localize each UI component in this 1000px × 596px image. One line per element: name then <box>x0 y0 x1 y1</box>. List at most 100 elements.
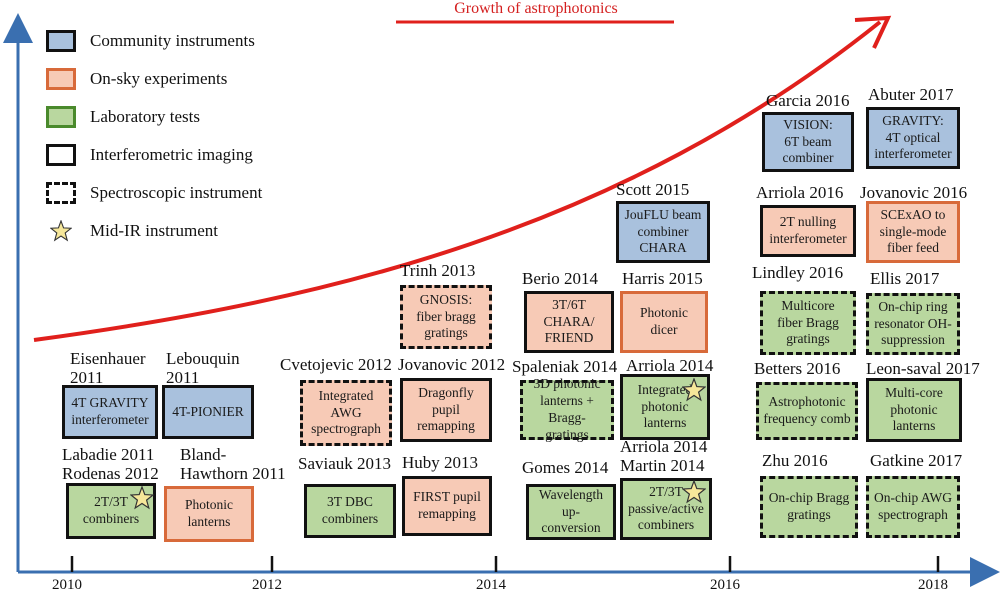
box-line: 3T DBC <box>327 494 373 510</box>
entry-box-saviauk: 3T DBC combiners <box>304 484 396 538</box>
box-line: gratings <box>786 331 830 347</box>
legend-label: Mid-IR instrument <box>90 221 218 240</box>
author-lebouquin: Lebouquin 2011 <box>166 349 240 387</box>
author-garcia: Garcia 2016 <box>766 91 850 111</box>
author-line: Bland- <box>180 445 227 464</box>
box-line: lanterns <box>643 415 687 431</box>
box-line: GNOSIS: <box>419 291 473 307</box>
star-icon <box>129 485 155 510</box>
legend-label: Spectroscopic instrument <box>90 183 263 202</box>
year-label-2012: 2012 <box>252 577 282 593</box>
box-line: AWG <box>330 404 362 420</box>
box-line: Photonic <box>639 305 688 321</box>
author-line: Huby 2013 <box>402 453 479 472</box>
entry-box-abuter: GRAVITY: 4T optical interferometer <box>866 107 960 169</box>
author-jovanovic-2012: Jovanovic 2012 <box>398 355 506 375</box>
star-icon <box>46 220 76 242</box>
box-line: VISION: <box>783 116 833 132</box>
entry-box-trinh: GNOSIS: fiber bragg gratings <box>400 285 492 349</box>
box-line: FIRST pupil <box>413 489 481 505</box>
box-line: interferometer <box>769 231 847 246</box>
author-leon-saval: Leon-saval 2017 <box>866 359 980 379</box>
box-line: CHARA <box>639 240 687 256</box>
author-line: Jovanovic 2012 <box>398 355 506 374</box>
box-line: lanterns <box>892 418 936 434</box>
box-line: fiber feed <box>886 240 940 256</box>
box-line: interferometer <box>874 146 952 162</box>
box-line: passive/active <box>628 500 704 516</box>
box-line: pupil <box>432 401 460 417</box>
box-line: fiber bragg <box>416 308 476 324</box>
entry-box-eisenhauer: 4T GRAVITY interferometer <box>62 385 158 439</box>
entry-box-jovanovic-2012: Dragonfly pupil remapping <box>400 378 492 442</box>
box-line: gratings <box>787 507 831 522</box>
entry-box-cvetojevic: Integrated AWG spectrograph <box>300 380 392 446</box>
author-cvetojevic: Cvetojevic 2012 <box>280 355 392 375</box>
entry-box-arriola-2016: 2T nulling interferometer <box>760 205 856 257</box>
entry-box-bland-hawthorn: Photonic lanterns <box>164 486 254 542</box>
author-zhu: Zhu 2016 <box>762 451 828 471</box>
box-line: SCExAO to <box>880 206 946 222</box>
year-label-2014: 2014 <box>476 577 506 593</box>
author-line: Spaleniak 2014 <box>512 357 618 376</box>
entry-box-harris: Photonic dicer <box>620 291 708 353</box>
legend-swatch-community <box>46 30 76 52</box>
legend-swatch-lab <box>46 106 76 128</box>
author-abuter: Abuter 2017 <box>868 85 954 105</box>
author-berio: Berio 2014 <box>522 269 598 289</box>
legend-item-mid-ir: Mid-IR instrument <box>46 218 218 244</box>
author-line: Leon-saval 2017 <box>866 359 980 378</box>
box-line: remapping <box>417 418 475 434</box>
box-line: spectrograph <box>878 507 948 522</box>
box-line: gratings <box>424 325 468 341</box>
author-line: Lebouquin <box>166 349 240 368</box>
entry-box-gomes: Wavelength up-conversion <box>526 484 616 540</box>
author-spaleniak: Spaleniak 2014 <box>512 357 618 377</box>
entry-box-lebouquin: 4T-PIONIER <box>162 385 254 439</box>
entry-box-arriola-2014a: Integrated photonic lanterns <box>620 374 710 440</box>
author-labadie: Labadie 2011 Rodenas 2012 <box>62 445 159 483</box>
author-line: Zhu 2016 <box>762 451 828 470</box>
author-bland-hawthorn: Bland- Hawthorn 2011 <box>180 445 286 483</box>
box-line: 2T/3T <box>649 483 683 499</box>
author-line: Lindley 2016 <box>752 263 844 282</box>
author-arriola-martin: Arriola 2014 Martin 2014 <box>620 437 707 475</box>
author-line: Garcia 2016 <box>766 91 850 110</box>
entry-box-lindley: Multicore fiber Bragg gratings <box>760 291 856 355</box>
author-line: Hawthorn 2011 <box>180 463 286 483</box>
box-line: photonic <box>641 398 689 414</box>
box-line: combiner <box>782 150 834 166</box>
box-line: combiners <box>637 517 695 533</box>
author-line: Eisenhauer <box>70 349 146 368</box>
box-line: 3T/6T <box>552 296 586 312</box>
box-line: On-chip ring <box>878 298 948 314</box>
author-gomes: Gomes 2014 <box>522 458 608 478</box>
author-line: Rodenas 2012 <box>62 463 159 483</box>
legend-swatch-spectroscopic <box>46 182 76 204</box>
author-line: 2011 <box>70 367 104 387</box>
box-line: Integrated <box>318 387 374 403</box>
box-line: suppression <box>881 332 945 348</box>
author-line: Saviauk 2013 <box>298 454 392 473</box>
box-line: up-conversion <box>541 503 601 536</box>
entry-box-ellis: On-chip ring resonator OH-suppression <box>866 293 960 355</box>
entry-box-huby: FIRST pupil remapping <box>402 476 492 536</box>
star-icon <box>681 479 707 504</box>
box-line: fiber Bragg <box>777 314 839 330</box>
legend-item-community: Community instruments <box>46 28 255 54</box>
box-line: 3D photonic <box>533 376 601 392</box>
legend-item-spectroscopic: Spectroscopic instrument <box>46 180 262 206</box>
author-scott: Scott 2015 <box>616 180 689 200</box>
author-line: Betters 2016 <box>754 359 841 378</box>
legend-label: Laboratory tests <box>90 107 200 126</box>
box-line: combiners <box>82 511 140 526</box>
entry-box-labadie: 2T/3T combiners <box>66 483 156 539</box>
author-arriola-2014a: Arriola 2014 <box>626 356 713 376</box>
author-line: Jovanovic 2016 <box>860 183 968 202</box>
box-line: photonic <box>890 401 938 417</box>
entry-box-scott: JouFLU beam combiner CHARA <box>616 201 710 263</box>
box-line: frequency comb <box>763 411 851 426</box>
author-line: Abuter 2017 <box>868 85 954 104</box>
box-line: Dragonfly <box>418 384 474 400</box>
